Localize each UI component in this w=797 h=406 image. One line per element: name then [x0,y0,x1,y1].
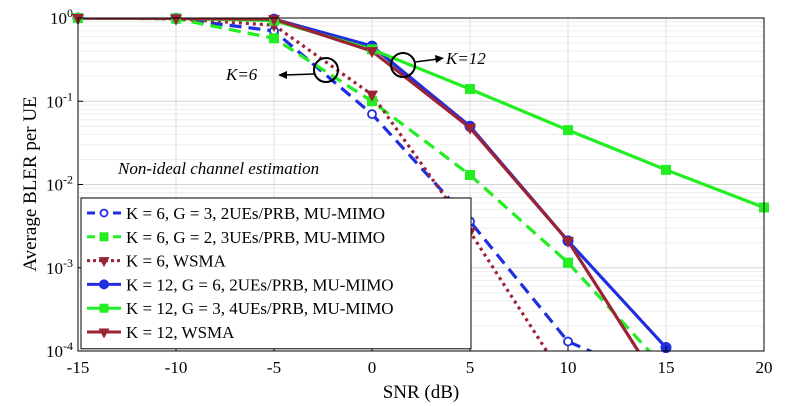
k6-label: K=6 [225,65,258,84]
data-point [563,257,573,268]
k6-arrowhead [278,71,287,79]
legend-entry: K = 12, G = 6, 2UEs/PRB, MU-MIMO [126,275,394,294]
data-point [563,125,573,136]
data-point [269,33,279,44]
x-axis-label: SNR (dB) [383,382,460,403]
k6-circle [313,57,339,83]
x-tick-label: 10 [560,358,577,377]
y-tick-label: 10-2 [46,173,73,195]
y-tick-label: 10-4 [46,339,73,361]
data-point [98,328,110,339]
x-tick-label: 0 [368,358,377,377]
legend-entry: K = 6, G = 3, 2UEs/PRB, MU-MIMO [126,204,385,223]
x-tick-label: -5 [267,358,281,377]
y-tick-label: 100 [50,6,73,28]
legend-entry: K = 6, G = 2, 3UEs/PRB, MU-MIMO [126,228,385,247]
data-point [99,208,109,218]
legend-entry: K = 12, G = 3, 4UEs/PRB, MU-MIMO [126,299,394,318]
data-point [170,14,182,26]
data-point [99,303,109,313]
x-tick-label: 15 [658,358,675,377]
k6-arrow [282,73,316,76]
y-tick-label: 10-1 [46,89,73,111]
data-point [562,236,574,248]
k12-label: K=12 [445,49,486,68]
data-point [464,123,476,135]
x-tick-label: -10 [165,358,188,377]
axis-ticks: -15 -10 -5 0 5 10 15 20 100 10-1 10-2 10-3 10-4 [46,6,773,377]
data-point [98,257,110,268]
legend-entry: K = 12, WSMA [126,323,235,342]
data-point [99,232,109,242]
data-point [465,84,475,95]
x-tick-label: -15 [67,358,90,377]
k12-arrow [414,58,439,63]
data-point [366,47,378,59]
data-point [661,164,671,175]
y-axis-label: Average BLER per UE [20,96,41,271]
legend-box [80,197,472,350]
data-point [563,336,573,347]
legend: K = 6, G = 3, 2UEs/PRB, MU-MIMO K = 6, G … [80,197,472,350]
data-point [465,170,475,181]
x-tick-label: 20 [756,358,773,377]
annotations: K=6 K=12 Non-ideal channel estimation [117,49,486,178]
legend-entry: K = 6, WSMA [126,252,227,271]
x-tick-label: 5 [466,358,475,377]
k12-circle [390,52,416,78]
k12-arrowhead [435,55,444,63]
y-tick-label: 10-3 [46,256,73,278]
data-point [367,109,377,120]
data-point [366,90,378,102]
condition-annotation: Non-ideal channel estimation [117,159,319,178]
data-point [99,279,109,290]
